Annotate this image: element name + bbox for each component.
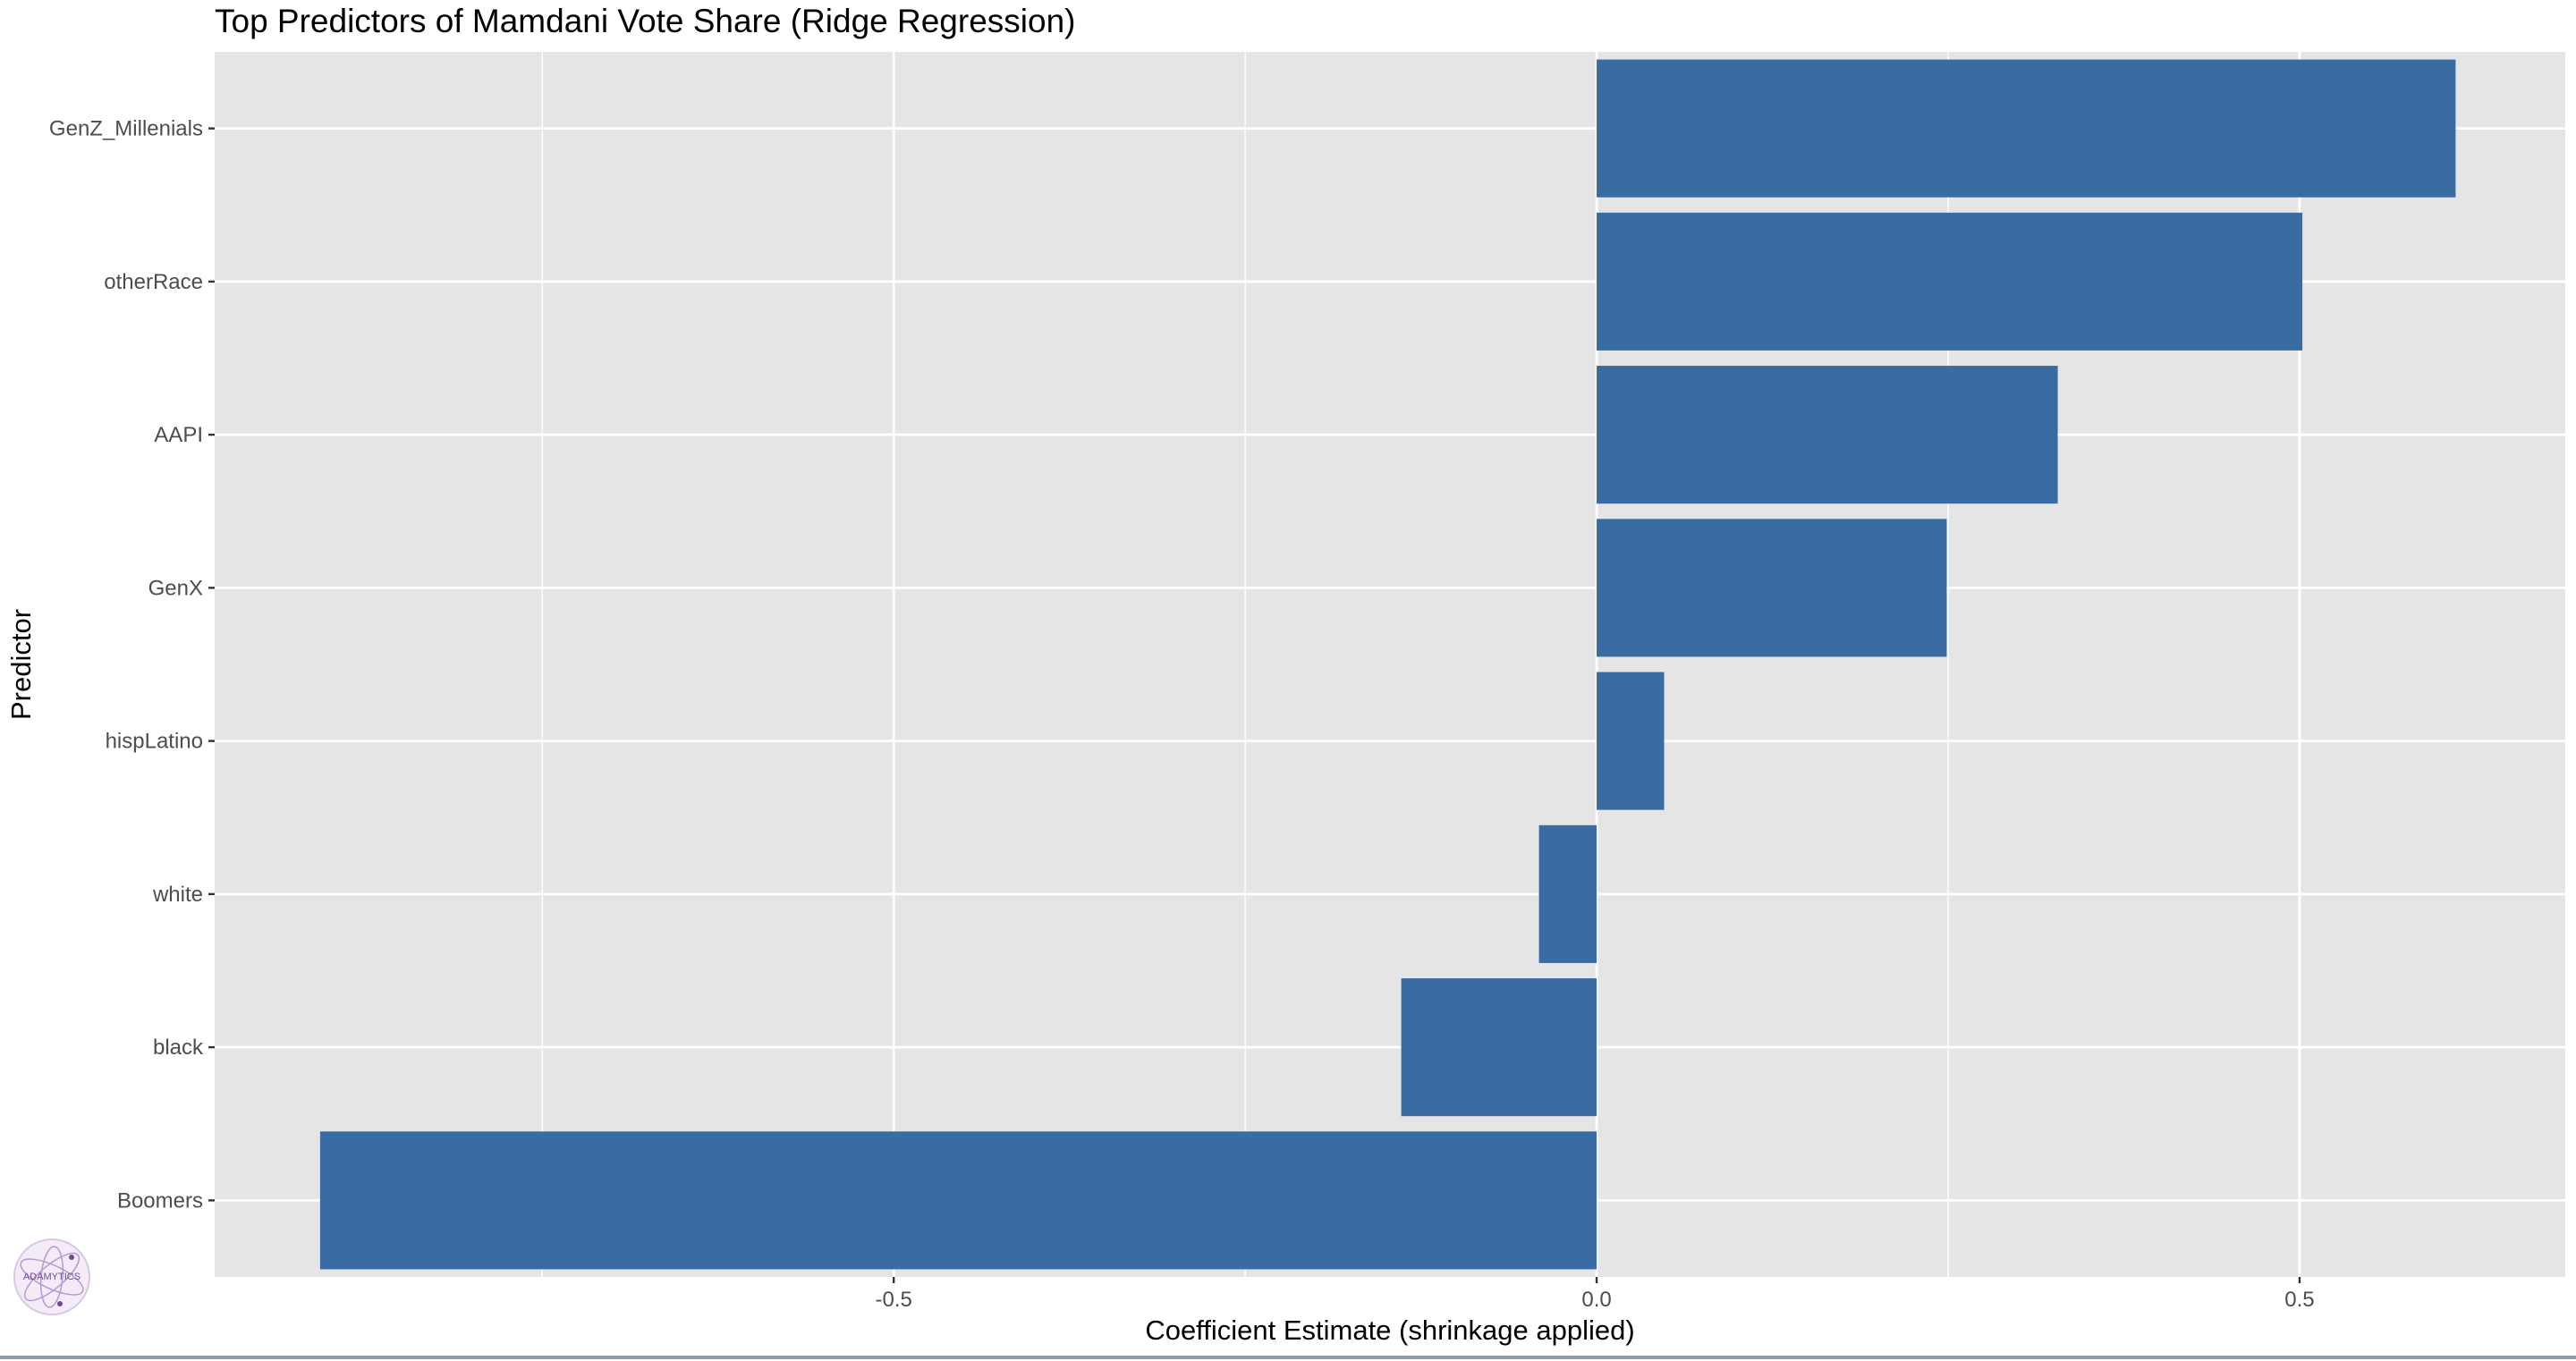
y-tick-label: AAPI (154, 423, 203, 447)
bar-black (1401, 978, 1597, 1117)
x-tick-label: 0.5 (2284, 1288, 2314, 1312)
y-axis-title: Predictor (5, 609, 37, 720)
bar-otherRace (1597, 212, 2303, 351)
x-tick-label: -0.5 (875, 1288, 911, 1312)
atom-logo-icon: ADAMYTICS (13, 1238, 90, 1315)
x-tick-label: 0.0 (1581, 1288, 1611, 1312)
y-tick-label: white (152, 883, 203, 907)
bar-AAPI (1597, 366, 2058, 504)
chart-title: Top Predictors of Mamdani Vote Share (Ri… (215, 3, 1075, 39)
y-tick-label: otherRace (104, 270, 203, 294)
bar-GenZ_Millenials (1597, 59, 2456, 198)
x-axis: -0.5 0.0 0.5 (875, 1277, 2315, 1312)
bars (319, 59, 2456, 1270)
bar-Boomers (319, 1131, 1597, 1270)
bottom-border (0, 1356, 2576, 1359)
y-axis: GenZ_Millenials otherRace AAPI GenX hispLati… (49, 117, 215, 1213)
x-axis-title: Coefficient Estimate (shrinkage applied) (1145, 1315, 1634, 1346)
logo-text: ADAMYTICS (23, 1272, 80, 1282)
y-tick-label: GenX (148, 576, 203, 600)
y-tick-label: black (153, 1036, 204, 1060)
y-tick-label: Boomers (117, 1188, 203, 1213)
bar-white (1538, 824, 1597, 963)
bar-GenX (1597, 519, 1947, 657)
bar-hispLatino (1597, 672, 1665, 810)
y-tick-label: GenZ_Millenials (49, 117, 203, 141)
y-tick-label: hispLatino (106, 730, 203, 754)
